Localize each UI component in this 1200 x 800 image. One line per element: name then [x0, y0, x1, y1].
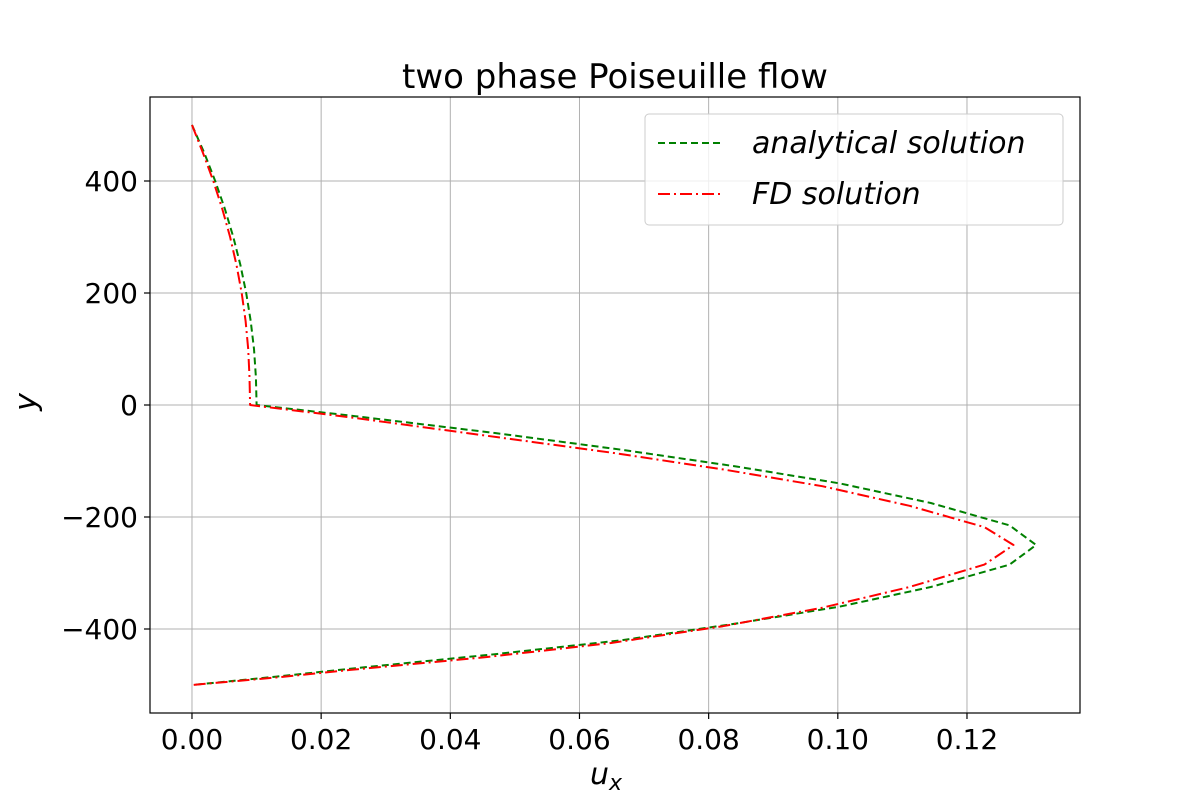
chart-title: two phase Poiseuille flow: [402, 57, 828, 97]
x-ticks: 0.00 0.02 0.04 0.06 0.08 0.10 0.12: [161, 713, 998, 756]
x-tick-label: 0.02: [290, 723, 352, 756]
x-tick-label: 0.08: [677, 723, 739, 756]
x-tick-label: 0.10: [807, 723, 869, 756]
legend-box: [644, 113, 1064, 226]
x-tick-label: 0.06: [548, 723, 610, 756]
y-tick-label: 0: [120, 389, 138, 422]
y-ticks: 400 200 0 −200 −400: [61, 165, 150, 646]
x-tick-label: 0.00: [161, 723, 223, 756]
legend: analytical solution FD solution: [644, 113, 1064, 226]
legend-label-analytical: analytical solution: [752, 126, 1026, 161]
y-tick-label: 400: [85, 165, 138, 198]
series-lines: [191, 124, 1038, 686]
series-line-fd: [191, 124, 1015, 686]
y-tick-label: −200: [61, 501, 138, 534]
legend-label-fd: FD solution: [752, 177, 921, 212]
x-tick-label: 0.04: [419, 723, 481, 756]
x-axis-label: ux: [590, 757, 623, 796]
y-tick-label: −400: [61, 613, 138, 646]
y-tick-label: 200: [85, 277, 138, 310]
y-axis-label: y: [9, 392, 44, 412]
x-tick-label: 0.12: [936, 723, 998, 756]
